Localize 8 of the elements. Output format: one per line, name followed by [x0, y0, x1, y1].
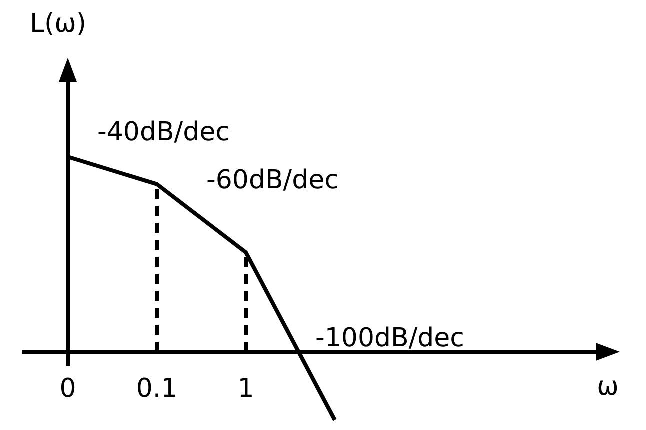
annotation: -60dB/dec: [206, 165, 339, 196]
text: -40dB/dec: [98, 118, 230, 148]
x-tick-label: 0: [60, 374, 76, 404]
text: ω: [597, 372, 619, 402]
x-tick-label: 0.1: [136, 374, 178, 404]
annotation: -100dB/dec: [316, 323, 464, 354]
y-axis-title: L(ω): [30, 9, 87, 39]
x-tick-label: 1: [238, 374, 254, 404]
